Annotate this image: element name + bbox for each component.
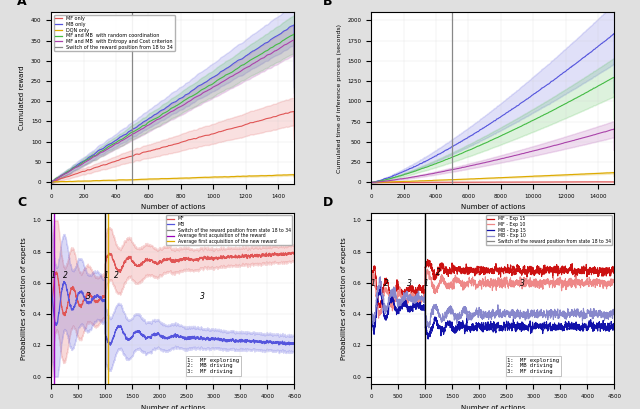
X-axis label: Number of actions: Number of actions — [461, 204, 525, 210]
Text: 2: 2 — [436, 268, 441, 277]
Text: 3: 3 — [520, 279, 525, 288]
Text: B: B — [323, 0, 332, 9]
Text: 3: 3 — [200, 292, 205, 301]
Text: 1:  MF exploring
2:  MB driving
3:  MF driving: 1: MF exploring 2: MB driving 3: MF driv… — [188, 357, 239, 374]
X-axis label: Number of actions: Number of actions — [461, 405, 525, 409]
Text: 3: 3 — [86, 292, 90, 301]
Y-axis label: Cumulated reward: Cumulated reward — [19, 66, 26, 130]
Text: C: C — [17, 196, 26, 209]
Legend: MF - Exp 15, MF - Exp 10, MB - Exp 15, MB - Exp 10, Switch of the reward positio: MF - Exp 15, MF - Exp 10, MB - Exp 15, M… — [486, 215, 612, 245]
Y-axis label: Cumulated time of inference process (seconds): Cumulated time of inference process (sec… — [337, 24, 342, 173]
Text: 1: 1 — [424, 279, 429, 288]
Text: A: A — [17, 0, 27, 9]
Y-axis label: Probabilities of selection of experts: Probabilities of selection of experts — [341, 237, 347, 360]
Text: 1: 1 — [104, 271, 109, 280]
Legend: MF only, MB only, DQN only, MF and MB  with random coordination, MF and MB  with: MF only, MB only, DQN only, MF and MB wi… — [54, 15, 175, 51]
Text: 2: 2 — [384, 279, 388, 288]
Legend: MF, MB, Switch of the reward position from state 18 to 34, Average first acquisi: MF, MB, Switch of the reward position fr… — [166, 215, 292, 245]
Text: D: D — [323, 196, 333, 209]
Text: 1: 1 — [51, 271, 55, 280]
Text: 1:  MF exploring
2:  MB driving
3:  MF driving: 1: MF exploring 2: MB driving 3: MF driv… — [508, 357, 559, 374]
Text: 3: 3 — [406, 279, 412, 288]
Text: 1: 1 — [371, 279, 375, 288]
Text: 2: 2 — [63, 271, 68, 280]
Y-axis label: Probabilities of selection of experts: Probabilities of selection of experts — [21, 237, 27, 360]
Text: 2: 2 — [114, 271, 118, 280]
X-axis label: Number of actions: Number of actions — [141, 204, 205, 210]
X-axis label: Number of actions: Number of actions — [141, 405, 205, 409]
